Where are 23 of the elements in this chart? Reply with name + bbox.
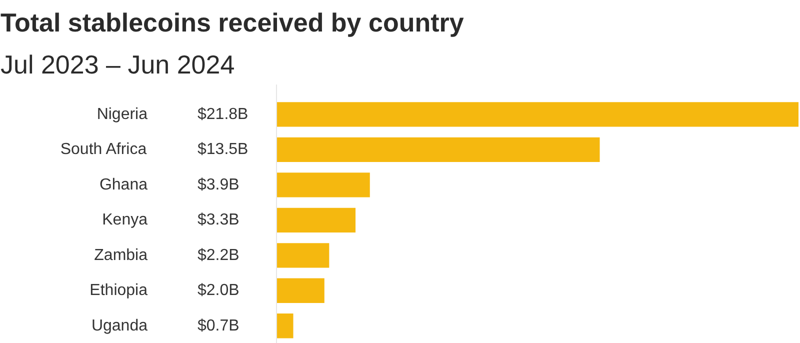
y-tick-label: Zambia: [94, 246, 148, 264]
chart-subtitle: Jul 2023 – Jun 2024: [0, 50, 235, 80]
bar: [276, 278, 324, 303]
y-tick-label: Kenya: [102, 212, 148, 229]
y-tick-label: Ethiopia: [90, 282, 148, 300]
data-label: $0.7B: [198, 317, 240, 334]
bar: [276, 137, 600, 162]
y-tick-label: Uganda: [91, 317, 148, 334]
chart-title: Total stablecoins received by country: [0, 8, 464, 38]
bar: [276, 208, 356, 232]
data-label: $3.3B: [198, 212, 240, 229]
bar: [276, 314, 294, 338]
bar: [276, 172, 370, 198]
data-label: $2.0B: [198, 282, 240, 300]
y-tick-label: Nigeria: [96, 106, 148, 123]
bar: [276, 102, 798, 127]
y-tick-label: South Africa: [60, 141, 147, 158]
y-tick-label: Ghana: [99, 176, 148, 194]
data-label: $2.2B: [198, 246, 240, 264]
data-label: $21.8B: [198, 106, 248, 123]
data-label: $13.5B: [198, 141, 248, 158]
bar: [276, 243, 330, 268]
data-label: $3.9B: [198, 176, 240, 194]
